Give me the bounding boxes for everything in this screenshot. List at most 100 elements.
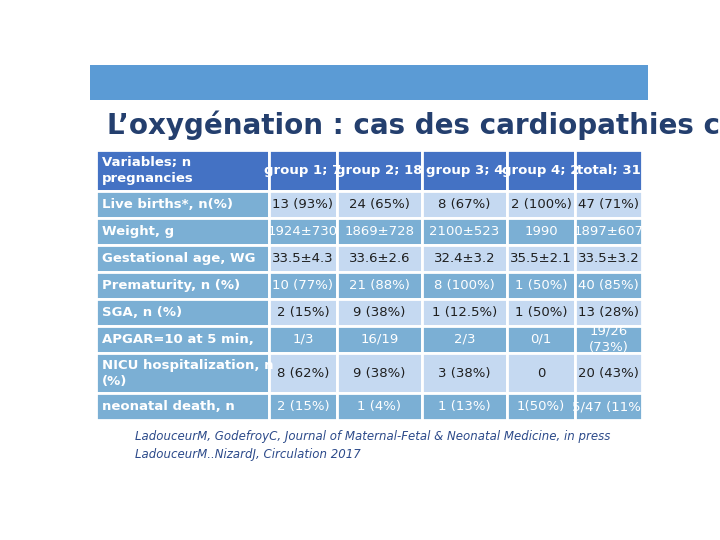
Bar [90, 65, 648, 100]
Text: Variables; n
pregnancies: Variables; n pregnancies [102, 156, 194, 185]
Bar [507, 326, 575, 353]
Text: 20 (43%): 20 (43%) [578, 367, 639, 380]
Bar [422, 299, 507, 326]
Text: group 4; 2: group 4; 2 [503, 164, 580, 177]
Text: 2 (15%): 2 (15%) [276, 400, 329, 413]
Text: Prematurity, n (%): Prematurity, n (%) [102, 279, 240, 292]
Text: 2 (100%): 2 (100%) [510, 198, 572, 211]
Bar [507, 393, 575, 420]
Text: 32.4±3.2: 32.4±3.2 [433, 252, 495, 265]
Text: 1924±730: 1924±730 [268, 225, 338, 238]
Bar [337, 393, 422, 420]
Bar [422, 218, 507, 245]
Text: 0: 0 [537, 367, 545, 380]
Bar [269, 218, 337, 245]
Text: 9 (38%): 9 (38%) [353, 306, 405, 319]
Bar [575, 353, 642, 393]
Bar [507, 218, 575, 245]
Text: 1 (50%): 1 (50%) [515, 279, 567, 292]
Text: 16/19: 16/19 [360, 333, 398, 346]
Text: 35.5±2.1: 35.5±2.1 [510, 252, 572, 265]
Text: 1 (12.5%): 1 (12.5%) [432, 306, 498, 319]
Bar [337, 353, 422, 393]
Bar [422, 191, 507, 218]
Text: 40 (85%): 40 (85%) [578, 279, 639, 292]
Bar [96, 245, 269, 272]
Bar [337, 326, 422, 353]
Bar [422, 326, 507, 353]
Bar [96, 218, 269, 245]
Bar [507, 245, 575, 272]
Bar [337, 191, 422, 218]
Bar [575, 272, 642, 299]
Bar [269, 245, 337, 272]
Text: LadouceurM, GodefroyC, Journal of Maternal-Fetal & Neonatal Medicine, in press
L: LadouceurM, GodefroyC, Journal of Matern… [135, 430, 610, 461]
Text: 33.5±3.2: 33.5±3.2 [577, 252, 639, 265]
Text: SGA, n (%): SGA, n (%) [102, 306, 182, 319]
Bar [507, 150, 575, 191]
Bar [422, 272, 507, 299]
Bar [337, 299, 422, 326]
Text: Weight, g: Weight, g [102, 225, 174, 238]
Text: 5/47 (11%): 5/47 (11%) [572, 400, 646, 413]
Text: 33.6±2.6: 33.6±2.6 [348, 252, 410, 265]
Bar [269, 272, 337, 299]
Bar [96, 272, 269, 299]
Text: Gestational age, WG: Gestational age, WG [102, 252, 256, 265]
Bar [422, 393, 507, 420]
Text: 8 (62%): 8 (62%) [276, 367, 329, 380]
Text: 8 (100%): 8 (100%) [434, 279, 495, 292]
Bar [422, 353, 507, 393]
Bar [337, 245, 422, 272]
Bar [422, 245, 507, 272]
Text: L’oxygénation : cas des cardiopathies cyanogènes: L’oxygénation : cas des cardiopathies cy… [107, 110, 720, 140]
Bar [96, 326, 269, 353]
Text: 8 (67%): 8 (67%) [438, 198, 491, 211]
Text: 24 (65%): 24 (65%) [349, 198, 410, 211]
Text: 0/1: 0/1 [531, 333, 552, 346]
Bar [575, 218, 642, 245]
Bar [337, 272, 422, 299]
Text: group 3; 4: group 3; 4 [426, 164, 503, 177]
Text: 19/26
(73%): 19/26 (73%) [589, 325, 629, 354]
Text: 1 (13%): 1 (13%) [438, 400, 491, 413]
Bar [269, 150, 337, 191]
Bar [575, 326, 642, 353]
Bar [507, 353, 575, 393]
Text: 1897±607: 1897±607 [574, 225, 644, 238]
Bar [96, 353, 269, 393]
Bar [337, 218, 422, 245]
Text: total; 31: total; 31 [577, 164, 641, 177]
Text: neonatal death, n: neonatal death, n [102, 400, 235, 413]
Bar [96, 191, 269, 218]
Text: 33.5±4.3: 33.5±4.3 [272, 252, 333, 265]
Text: 10 (77%): 10 (77%) [272, 279, 333, 292]
Text: APGAR=10 at 5 min,: APGAR=10 at 5 min, [102, 333, 254, 346]
Bar [96, 299, 269, 326]
Bar [507, 191, 575, 218]
Bar [422, 150, 507, 191]
Bar [269, 393, 337, 420]
Text: 1 (4%): 1 (4%) [357, 400, 401, 413]
Text: 2 (15%): 2 (15%) [276, 306, 329, 319]
Text: 13 (93%): 13 (93%) [272, 198, 333, 211]
Text: 47 (71%): 47 (71%) [578, 198, 639, 211]
Bar [575, 191, 642, 218]
Text: 1990: 1990 [524, 225, 558, 238]
Bar [507, 299, 575, 326]
Bar [269, 326, 337, 353]
Text: 21 (88%): 21 (88%) [349, 279, 410, 292]
Bar [96, 150, 269, 191]
Bar [269, 299, 337, 326]
Text: 3 (38%): 3 (38%) [438, 367, 491, 380]
Bar [575, 299, 642, 326]
Text: 1869±728: 1869±728 [344, 225, 414, 238]
Text: 1/3: 1/3 [292, 333, 314, 346]
Bar [269, 353, 337, 393]
Bar [507, 272, 575, 299]
Text: 1(50%): 1(50%) [517, 400, 565, 413]
Text: group 2; 18: group 2; 18 [336, 164, 423, 177]
Text: 1 (50%): 1 (50%) [515, 306, 567, 319]
Text: Live births*, n(%): Live births*, n(%) [102, 198, 233, 211]
Bar [575, 150, 642, 191]
